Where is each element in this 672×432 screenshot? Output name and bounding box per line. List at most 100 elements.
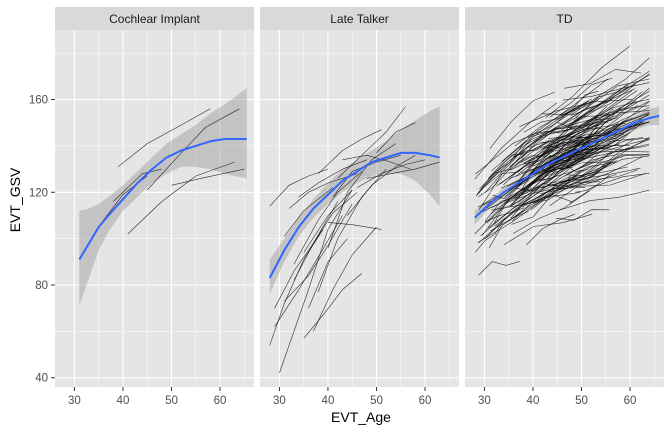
trajectory-line	[117, 108, 211, 168]
trajectory-line	[551, 164, 588, 173]
trajectory-line	[541, 88, 635, 116]
trajectory-line	[476, 140, 526, 195]
trajectory-line	[342, 154, 411, 170]
trajectory-line	[555, 209, 610, 221]
x-tick-label: 30	[478, 395, 491, 407]
trajectory-line	[489, 91, 556, 149]
smooth-fit-line	[474, 114, 660, 219]
trajectory-line	[513, 190, 590, 234]
trajectory-line	[327, 143, 397, 248]
x-axis-title: EVT_Age	[331, 409, 391, 425]
facet-label: TD	[557, 12, 573, 26]
trajectory-line	[288, 173, 358, 209]
trajectory-line	[474, 102, 557, 180]
smooth-fit-line	[268, 151, 440, 279]
facet-label: Cochlear Implant	[109, 12, 200, 26]
trajectory-line	[303, 189, 353, 253]
trajectory-line	[493, 179, 543, 224]
trajectory-line	[527, 119, 612, 138]
trajectory-line	[525, 98, 613, 145]
trajectory-line	[499, 142, 551, 185]
trajectory-line	[501, 144, 595, 189]
trajectory-line	[521, 145, 630, 174]
x-tick-label: 50	[370, 395, 383, 407]
trajectory-line	[545, 45, 631, 118]
trajectory-line	[317, 129, 382, 174]
trajectory-line	[575, 57, 650, 119]
trajectory-line	[491, 186, 586, 211]
trajectory-line	[555, 90, 633, 148]
trajectory-line	[543, 131, 630, 165]
trajectory-line	[511, 176, 577, 225]
trajectory-line	[571, 91, 650, 137]
trajectory-line	[477, 156, 560, 214]
trajectory-line	[559, 91, 599, 115]
trajectory-line	[559, 189, 650, 211]
trajectory-line	[549, 156, 644, 207]
trajectory-line	[581, 137, 650, 168]
trajectory-line	[269, 229, 324, 346]
trajectory-line	[535, 127, 612, 159]
trajectory-line	[519, 99, 633, 127]
trajectory-line	[484, 189, 534, 222]
trajectory-line	[488, 211, 529, 248]
trajectory-line	[534, 161, 616, 203]
trajectory-line	[313, 226, 377, 332]
trajectory-line	[509, 172, 594, 208]
facet-panel: Cochlear Implant	[55, 7, 254, 387]
trajectory-line	[481, 139, 531, 190]
x-tick-label: 60	[419, 395, 432, 407]
trajectory-line	[522, 181, 600, 205]
trajectory-line	[548, 137, 618, 158]
trajectory-line	[269, 168, 329, 207]
x-tick-label: 60	[624, 395, 637, 407]
trajectory-line	[572, 111, 650, 145]
trajectory-line	[564, 69, 642, 89]
trajectory-line	[561, 121, 650, 148]
trajectory-line	[477, 192, 581, 243]
facet-panel: TD	[465, 7, 664, 387]
trajectory-line	[484, 207, 525, 223]
trajectory-line	[503, 160, 537, 186]
trajectory-line	[376, 122, 416, 154]
trajectory-line	[501, 78, 609, 162]
trajectory-line	[484, 156, 536, 193]
facet-label: Late Talker	[330, 12, 388, 26]
trajectory-line	[530, 124, 578, 135]
trajectory-line	[356, 159, 426, 188]
trajectory-line	[478, 261, 520, 276]
trajectory-line	[570, 74, 650, 116]
facet-panels: Cochlear Implant Late Talker TD	[55, 7, 664, 387]
trajectory-line	[553, 78, 650, 130]
trajectory-line	[503, 105, 608, 198]
trajectory-line	[505, 155, 552, 203]
trajectory-line	[571, 71, 650, 125]
y-tick-label: 40	[35, 373, 48, 385]
trajectory-group	[474, 45, 650, 276]
trajectory-line	[478, 198, 546, 243]
trajectory-line	[515, 108, 614, 177]
facet-strip	[55, 7, 254, 30]
trajectory-line	[511, 151, 589, 206]
facet-strip	[465, 7, 664, 30]
x-tick-label: 60	[214, 395, 227, 407]
trajectory-line	[171, 168, 245, 186]
y-axis-ticks: 40 80 120 160	[29, 95, 55, 385]
confidence-ribbon	[474, 106, 660, 225]
trajectory-line	[279, 189, 353, 374]
smooth-fit-line	[78, 138, 247, 261]
trajectory-line	[475, 127, 560, 197]
trajectory-line	[482, 185, 539, 236]
y-tick-label: 160	[29, 95, 48, 107]
trajectory-line	[366, 161, 440, 179]
trajectory-line	[563, 154, 650, 184]
trajectory-line	[293, 192, 358, 281]
trajectory-line	[562, 85, 629, 125]
trajectory-line	[146, 108, 240, 191]
trajectory-line	[541, 100, 637, 150]
trajectory-line	[569, 91, 643, 148]
trajectory-line	[514, 131, 577, 166]
x-tick-label: 30	[68, 395, 81, 407]
trajectory-line	[303, 273, 363, 339]
